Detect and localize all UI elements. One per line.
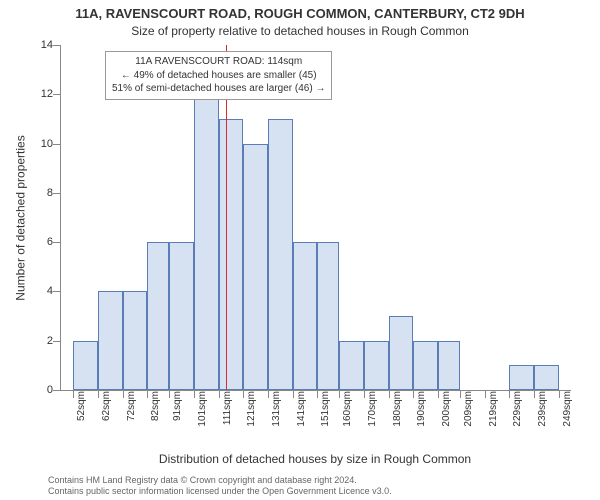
histogram-bar <box>534 365 559 390</box>
histogram-bar <box>413 341 438 390</box>
footer-line-1: Contains HM Land Registry data © Crown c… <box>48 475 392 486</box>
chart-title-main: 11A, RAVENSCOURT ROAD, ROUGH COMMON, CAN… <box>0 6 600 21</box>
x-tick-label: 62sqm <box>101 391 112 421</box>
x-tick <box>243 390 244 398</box>
y-tick-label: 0 <box>27 384 53 396</box>
x-tick-label: 82sqm <box>150 391 161 421</box>
x-tick-label: 160sqm <box>342 391 353 427</box>
x-tick-label: 190sqm <box>416 391 427 427</box>
x-tick-label: 239sqm <box>537 391 548 427</box>
histogram-bar <box>339 341 364 390</box>
x-tick <box>339 390 340 398</box>
histogram-bar <box>364 341 389 390</box>
x-tick-label: 91sqm <box>172 391 183 421</box>
x-tick <box>364 390 365 398</box>
x-tick-label: 101sqm <box>197 391 208 427</box>
x-tick-label: 111sqm <box>222 391 233 425</box>
y-tick <box>53 45 61 46</box>
y-tick <box>53 390 61 391</box>
x-tick <box>485 390 486 398</box>
x-tick-label: 141sqm <box>296 391 307 427</box>
y-tick-label: 8 <box>27 187 53 199</box>
plot-area: 0246810121452sqm62sqm72sqm82sqm91sqm101s… <box>60 45 571 391</box>
x-tick <box>413 390 414 398</box>
histogram-bar <box>194 94 219 390</box>
x-tick-label: 249sqm <box>562 391 573 427</box>
x-tick-label: 121sqm <box>246 391 257 427</box>
x-tick <box>123 390 124 398</box>
x-tick <box>73 390 74 398</box>
histogram-bar <box>123 291 148 390</box>
histogram-bar <box>73 341 98 390</box>
x-tick <box>559 390 560 398</box>
histogram-bar <box>169 242 194 390</box>
x-tick <box>169 390 170 398</box>
x-tick-label: 200sqm <box>441 391 452 427</box>
x-tick-label: 209sqm <box>463 391 474 427</box>
y-tick-label: 12 <box>27 88 53 100</box>
histogram-bar <box>243 144 268 390</box>
x-tick-label: 151sqm <box>320 391 331 427</box>
histogram-bar <box>98 291 123 390</box>
histogram-bar <box>317 242 339 390</box>
x-tick <box>293 390 294 398</box>
y-tick <box>53 291 61 292</box>
x-tick <box>317 390 318 398</box>
x-axis-label: Distribution of detached houses by size … <box>60 452 570 466</box>
y-tick-label: 6 <box>27 236 53 248</box>
y-tick <box>53 242 61 243</box>
x-tick-label: 72sqm <box>126 391 137 421</box>
x-tick <box>534 390 535 398</box>
footer-attribution: Contains HM Land Registry data © Crown c… <box>48 475 392 498</box>
histogram-bar <box>293 242 318 390</box>
y-tick <box>53 193 61 194</box>
x-tick <box>219 390 220 398</box>
footer-line-2: Contains public sector information licen… <box>48 486 392 497</box>
x-tick-label: 180sqm <box>392 391 403 427</box>
y-tick-label: 14 <box>27 39 53 51</box>
histogram-bar <box>389 316 414 390</box>
chart-title-sub: Size of property relative to detached ho… <box>0 24 600 38</box>
histogram-bar <box>438 341 460 390</box>
annotation-box: 11A RAVENSCOURT ROAD: 114sqm← 49% of det… <box>105 51 332 100</box>
annotation-line: 11A RAVENSCOURT ROAD: 114sqm <box>112 55 325 69</box>
x-tick <box>147 390 148 398</box>
y-tick-label: 2 <box>27 335 53 347</box>
histogram-bar <box>219 119 244 390</box>
x-tick-label: 131sqm <box>271 391 282 427</box>
y-tick <box>53 341 61 342</box>
histogram-bar <box>147 242 169 390</box>
x-tick-label: 170sqm <box>367 391 378 427</box>
annotation-line: 51% of semi-detached houses are larger (… <box>112 82 325 96</box>
y-axis-label: Number of detached properties <box>14 45 28 390</box>
histogram-bar <box>268 119 293 390</box>
y-tick <box>53 94 61 95</box>
y-tick-label: 4 <box>27 285 53 297</box>
x-tick <box>268 390 269 398</box>
histogram-bar <box>509 365 534 390</box>
chart-container: 11A, RAVENSCOURT ROAD, ROUGH COMMON, CAN… <box>0 0 600 500</box>
x-tick-label: 219sqm <box>488 391 499 427</box>
x-tick <box>389 390 390 398</box>
x-tick <box>98 390 99 398</box>
y-tick <box>53 144 61 145</box>
x-tick-label: 52sqm <box>76 391 87 421</box>
x-tick <box>194 390 195 398</box>
x-tick <box>509 390 510 398</box>
x-tick <box>460 390 461 398</box>
annotation-line: ← 49% of detached houses are smaller (45… <box>112 69 325 83</box>
x-tick <box>438 390 439 398</box>
y-tick-label: 10 <box>27 138 53 150</box>
x-tick-label: 229sqm <box>512 391 523 427</box>
